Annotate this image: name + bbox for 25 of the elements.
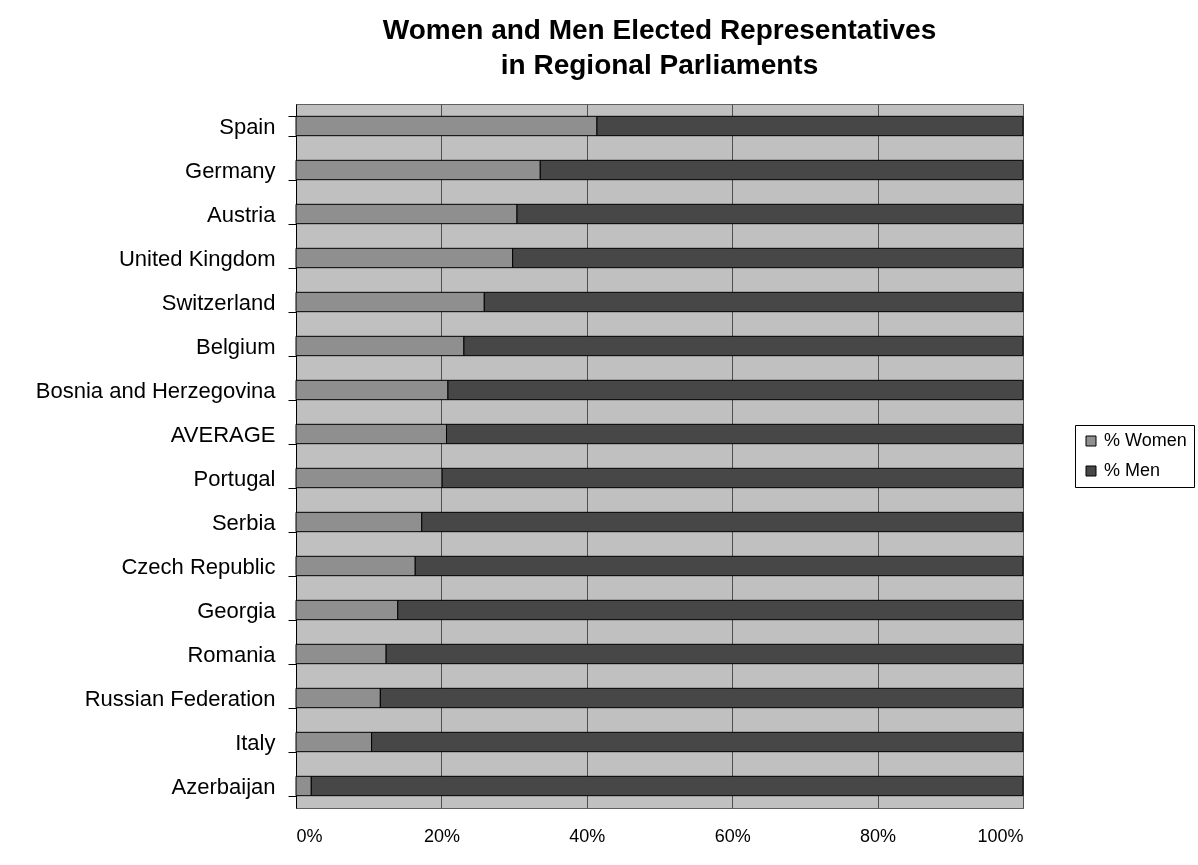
y-tick-label: Azerbaijan — [171, 773, 276, 799]
y-tick-label: Georgia — [197, 597, 277, 623]
x-tick-label: 60% — [714, 825, 751, 846]
x-tick-label: 100% — [977, 825, 1024, 846]
y-tick-label: Czech Republic — [121, 553, 276, 579]
y-tick-label: Germany — [185, 157, 276, 183]
y-tick-label: Belgium — [196, 333, 276, 359]
y-tick-label: Portugal — [193, 465, 276, 491]
y-tick-label: United Kingdom — [118, 245, 276, 271]
y-tick-label: Switzerland — [161, 289, 276, 315]
y-tick-label: Italy — [235, 729, 276, 755]
y-tick-label: Spain — [219, 113, 276, 139]
y-tick-label: Russian Federation — [84, 685, 276, 711]
y-tick-label: AVERAGE — [170, 421, 276, 447]
chart-title: Women and Men Elected Representatives in Regional Parliaments — [382, 14, 937, 80]
x-tick-label: 20% — [423, 825, 460, 846]
x-tick-label: 40% — [569, 825, 606, 846]
y-tick-label: Austria — [207, 201, 277, 227]
y-tick-label: Romania — [187, 641, 277, 667]
x-tick-label: 0% — [296, 825, 323, 846]
y-tick-label: Serbia — [211, 509, 277, 535]
legend-label: % Women — [1104, 430, 1187, 450]
y-tick-label: Bosnia and Herzegovina — [35, 377, 277, 403]
legend-label: % Men — [1104, 460, 1161, 480]
x-tick-label: 80% — [860, 825, 897, 846]
